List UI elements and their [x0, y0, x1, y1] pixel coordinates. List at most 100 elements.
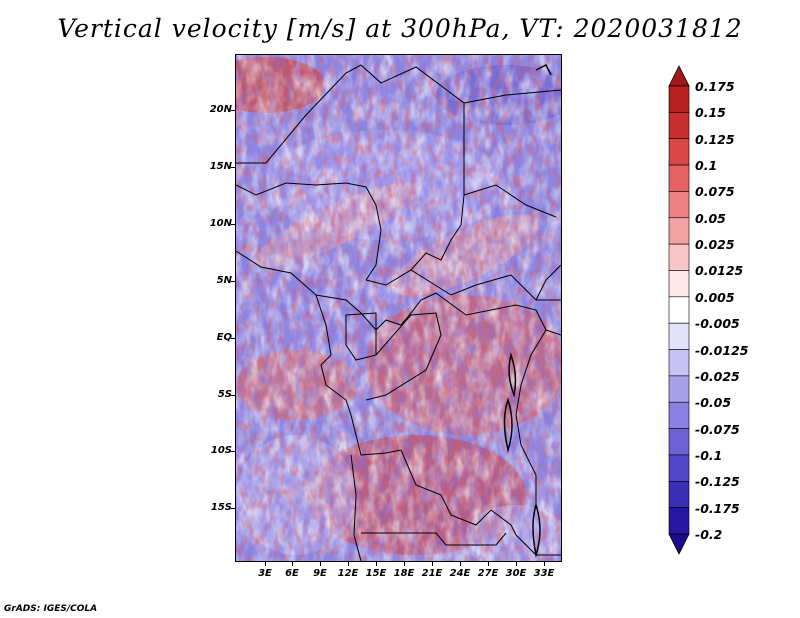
lon-tick — [404, 562, 405, 566]
lon-tick — [265, 562, 266, 566]
colorbar-label: -0.175 — [695, 500, 740, 516]
colorbar-label: 0.1 — [695, 158, 718, 174]
lat-label-5s: 5S — [217, 389, 232, 400]
border-drc-north — [435, 292, 547, 386]
colorbar-label: 0.075 — [695, 184, 735, 200]
coast-angola — [350, 454, 362, 561]
colorbar-segment — [668, 138, 690, 166]
colorbar-segment — [668, 112, 690, 140]
lat-label-15n: 15N — [209, 161, 232, 172]
grads-credit: GrADS: IGES/COLA — [4, 604, 98, 614]
lon-label-12e: 12E — [337, 568, 359, 579]
lon-tick — [488, 562, 489, 566]
colorbar-label: -0.05 — [695, 395, 732, 411]
lon-label-21e: 21E — [421, 568, 443, 579]
colorbar-bottom-arrow — [668, 533, 690, 555]
lon-tick — [292, 562, 293, 566]
border-chad-sudan — [410, 194, 465, 271]
border-uganda — [545, 329, 561, 336]
lon-label-3e: 3E — [258, 568, 272, 579]
colorbar-label: -0.005 — [695, 316, 740, 332]
border-eq-guinea-gabon — [345, 312, 377, 361]
lat-tick — [231, 395, 235, 396]
border-algeria-niger — [236, 64, 362, 164]
colorbar-label: -0.2 — [695, 527, 723, 542]
lat-label-eq: EQ — [216, 332, 232, 343]
lon-label-18e: 18E — [393, 568, 415, 579]
colorbar-segment — [668, 191, 690, 219]
lon-label-15e: 15E — [365, 568, 387, 579]
lat-tick — [231, 110, 235, 111]
colorbar-segment — [668, 164, 690, 192]
colorbar-segment — [668, 296, 690, 324]
colorbar-segment — [668, 217, 690, 245]
lon-label-33e: 33E — [533, 568, 555, 579]
lat-label-20n: 20N — [209, 104, 232, 115]
colorbar-label: 0.025 — [695, 237, 735, 253]
country-borders — [236, 64, 561, 561]
colorbar-label: -0.125 — [695, 474, 740, 490]
nile-delta — [535, 63, 552, 76]
border-car-south — [365, 269, 561, 301]
colorbar-segment — [668, 507, 690, 535]
lat-label-15s: 15S — [210, 502, 232, 513]
colorbar-label: -0.075 — [695, 421, 740, 437]
colorbar — [668, 65, 690, 555]
lon-label-9e: 9E — [313, 568, 327, 579]
lon-label-27e: 27E — [477, 568, 499, 579]
lakes — [503, 63, 552, 558]
vertical-velocity-field — [236, 55, 561, 561]
lat-tick — [231, 451, 235, 452]
lat-tick — [231, 224, 235, 225]
colorbar-segment — [668, 480, 690, 508]
lon-tick — [376, 562, 377, 566]
colorbar-label: 0.175 — [695, 79, 735, 94]
lake-tanganyika — [503, 397, 513, 453]
colorbar-label: -0.0125 — [695, 342, 749, 358]
border-drc-angola-zambia — [400, 449, 517, 536]
colorbar-segment — [668, 270, 690, 298]
border-namibia — [361, 532, 507, 546]
lake-albert-edward — [508, 352, 517, 398]
lon-tick — [516, 562, 517, 566]
colorbar-label: 0.05 — [695, 210, 726, 226]
colorbar-top-arrow — [668, 65, 690, 87]
lat-label-5n: 5N — [216, 275, 232, 286]
border-south-sudan — [535, 264, 561, 301]
map-title: Vertical velocity [m/s] at 300hPa, VT: 2… — [57, 14, 743, 43]
border-congo — [365, 312, 442, 401]
colorbar-label: 0.15 — [695, 105, 726, 121]
lon-label-30e: 30E — [505, 568, 527, 579]
lat-tick — [231, 167, 235, 168]
border-tanzania — [515, 384, 537, 505]
lat-label-10s: 10S — [210, 445, 232, 456]
colorbar-segment — [668, 401, 690, 429]
border-niger-nigeria — [236, 182, 382, 281]
lat-tick — [231, 338, 235, 339]
lon-tick — [544, 562, 545, 566]
border-libya-chad — [360, 64, 465, 195]
colorbar-segment — [668, 454, 690, 482]
lon-label-24e: 24E — [449, 568, 471, 579]
colorbar-segment — [668, 322, 690, 350]
colorbar-label: 0.005 — [695, 289, 735, 305]
coast-congo-angola — [350, 414, 402, 456]
colorbar-segment — [668, 243, 690, 271]
field-texture-blue — [236, 55, 561, 561]
lon-tick — [432, 562, 433, 566]
lon-tick — [348, 562, 349, 566]
border-cameroon-car — [315, 292, 437, 331]
lat-tick — [231, 281, 235, 282]
colorbar-segment — [668, 85, 690, 113]
colorbar-label: -0.1 — [695, 447, 723, 463]
colorbar-label: 0.125 — [695, 131, 735, 147]
map-plot-area — [235, 54, 562, 562]
colorbar-segment — [668, 375, 690, 403]
lake-malawi — [532, 502, 541, 558]
colorbar-label: 0.0125 — [695, 263, 744, 279]
colorbar-segment — [668, 428, 690, 456]
border-sudan — [463, 184, 557, 218]
lat-label-10n: 10N — [209, 218, 232, 229]
lon-label-6e: 6E — [285, 568, 299, 579]
lat-tick — [231, 508, 235, 509]
